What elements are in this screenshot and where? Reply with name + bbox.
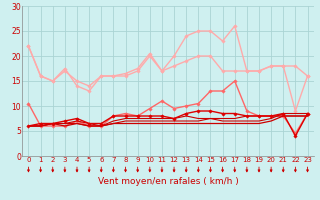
X-axis label: Vent moyen/en rafales ( km/h ): Vent moyen/en rafales ( km/h ) xyxy=(98,177,238,186)
